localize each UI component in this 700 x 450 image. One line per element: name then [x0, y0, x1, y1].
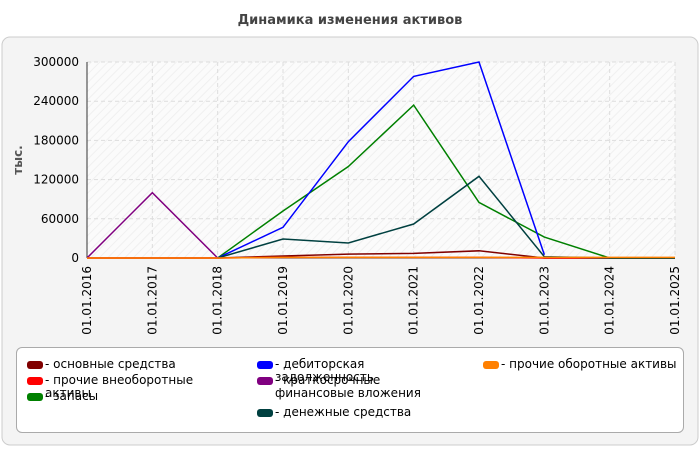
x-tick-label: 01.01.2022	[472, 266, 486, 335]
legend-label: - прочие внеоборотные активы	[45, 373, 194, 400]
legend-item: - основные средства	[27, 358, 227, 371]
legend-swatch	[27, 377, 43, 385]
y-tick-label: 180000	[33, 133, 79, 147]
x-tick-label: 01.01.2023	[537, 266, 551, 335]
legend-item: - дебиторская задолженность	[257, 358, 457, 384]
x-tick-label: 01.01.2018	[211, 266, 225, 335]
legend-swatch	[483, 361, 499, 369]
x-tick-label: 01.01.2016	[80, 266, 94, 335]
x-tick-label: 01.01.2021	[407, 266, 421, 335]
legend-swatch	[27, 393, 43, 401]
x-tick-label: 01.01.2017	[145, 266, 159, 335]
y-axis-label: тыс.	[11, 145, 25, 174]
series-line	[87, 256, 675, 259]
y-tick-label: 0	[71, 251, 79, 265]
plot-area	[87, 62, 675, 258]
legend-item: - прочие внеоборотные активы	[27, 374, 227, 400]
legend-swatch	[257, 377, 273, 385]
x-tick-label: 01.01.2025	[668, 266, 682, 335]
legend-item: - запасы	[27, 390, 227, 403]
x-tick-label: 01.01.2024	[603, 266, 617, 335]
legend-label: - дебиторская задолженность	[275, 357, 374, 384]
series-line	[217, 61, 546, 259]
y-tick-label: 300000	[33, 55, 79, 69]
legend-label: - денежные средства	[275, 405, 412, 419]
legend-swatch	[257, 409, 273, 417]
legend-swatch	[27, 361, 43, 369]
legend-label: - прочие оборотные активы	[501, 357, 677, 371]
chart-title: Динамика изменения активов	[238, 13, 463, 28]
legend-label: - краткосрочные финансовые вложения	[275, 373, 421, 400]
y-tick-label: 60000	[41, 212, 79, 226]
series-line	[86, 191, 219, 259]
y-tick-label: 240000	[33, 94, 79, 108]
y-tick-label: 120000	[33, 173, 79, 187]
series-line	[217, 103, 675, 259]
legend-item: - прочие оборотные активы	[483, 358, 683, 371]
x-tick-label: 01.01.2020	[341, 266, 355, 335]
legend-swatch	[257, 361, 273, 369]
legend-label: - запасы	[45, 389, 99, 403]
legend-item: - денежные средства	[257, 406, 457, 419]
legend-item: - краткосрочные финансовые вложения	[257, 374, 457, 400]
legend-label: - основные средства	[45, 357, 176, 371]
legend: - основные средства - прочие внеоборотные…	[16, 347, 684, 433]
x-tick-label: 01.01.2019	[276, 266, 290, 335]
